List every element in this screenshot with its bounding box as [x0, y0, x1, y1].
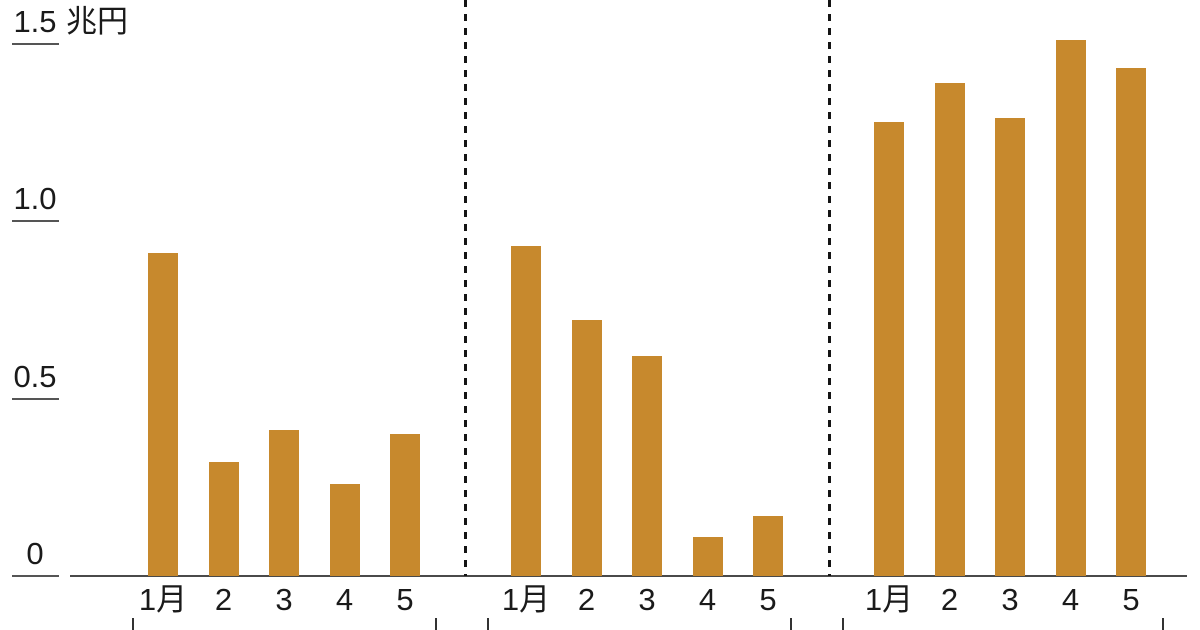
x-axis-line [70, 575, 1187, 577]
lower-axis-tick [1162, 618, 1164, 630]
group-separator-dashed-line [827, 0, 831, 576]
bar-group-3-5 [1116, 68, 1146, 576]
x-axis-month-label: 3 [1001, 582, 1019, 617]
x-axis-month-label: 5 [759, 582, 777, 617]
y-axis-tick-label: 1.0 [13, 181, 57, 216]
x-axis-month-label: 4 [698, 582, 717, 617]
x-axis-month-label: 5 [396, 582, 414, 617]
y-axis-unit-label: 兆円 [66, 4, 128, 39]
x-axis-month-label: 2 [214, 582, 233, 617]
bar-group-1-1月 [148, 252, 178, 576]
lower-axis-tick [487, 618, 489, 630]
group-separator-dashed-line [463, 0, 467, 576]
bar-group-3-2 [934, 82, 965, 576]
y-axis-tick-label: 1.5 [13, 3, 57, 39]
y-axis-tick-label: 0.5 [13, 358, 57, 394]
x-axis-month-label: 3 [638, 582, 656, 617]
x-axis-month-label: 1月 [864, 582, 914, 617]
lower-axis-tick [790, 618, 792, 630]
bar-group-1-2 [208, 462, 239, 576]
y-axis-tick [12, 42, 59, 45]
y-axis-tick [12, 220, 59, 222]
bar-group-2-2 [571, 320, 602, 576]
x-axis-month-label: 4 [1061, 582, 1080, 617]
bar-group-1-3 [269, 430, 299, 576]
bar-group-2-4 [692, 536, 723, 576]
y-axis-tick [12, 575, 59, 577]
lower-axis-tick [132, 618, 134, 630]
x-axis-month-label: 3 [275, 582, 293, 617]
bar-group-2-1月 [511, 245, 541, 576]
bar-group-2-3 [632, 355, 662, 576]
lower-axis-tick [842, 618, 844, 630]
x-axis-month-label: 1月 [501, 582, 551, 617]
x-axis-month-label: 4 [335, 582, 354, 617]
bar-group-3-1月 [874, 121, 904, 576]
bar-group-2-5 [753, 515, 783, 576]
x-axis-month-label: 2 [577, 582, 596, 617]
bar-group-1-4 [329, 483, 360, 576]
y-axis-tick [12, 397, 59, 400]
x-axis-month-label: 2 [940, 582, 959, 617]
bar-group-1-5 [390, 434, 420, 576]
y-axis-tick-label: 0 [26, 536, 44, 571]
lower-axis-tick [435, 618, 437, 630]
x-axis-month-label: 1月 [138, 582, 188, 617]
bar-group-3-4 [1055, 39, 1086, 576]
x-axis-month-label: 5 [1122, 582, 1140, 617]
bar-group-3-3 [995, 118, 1025, 576]
